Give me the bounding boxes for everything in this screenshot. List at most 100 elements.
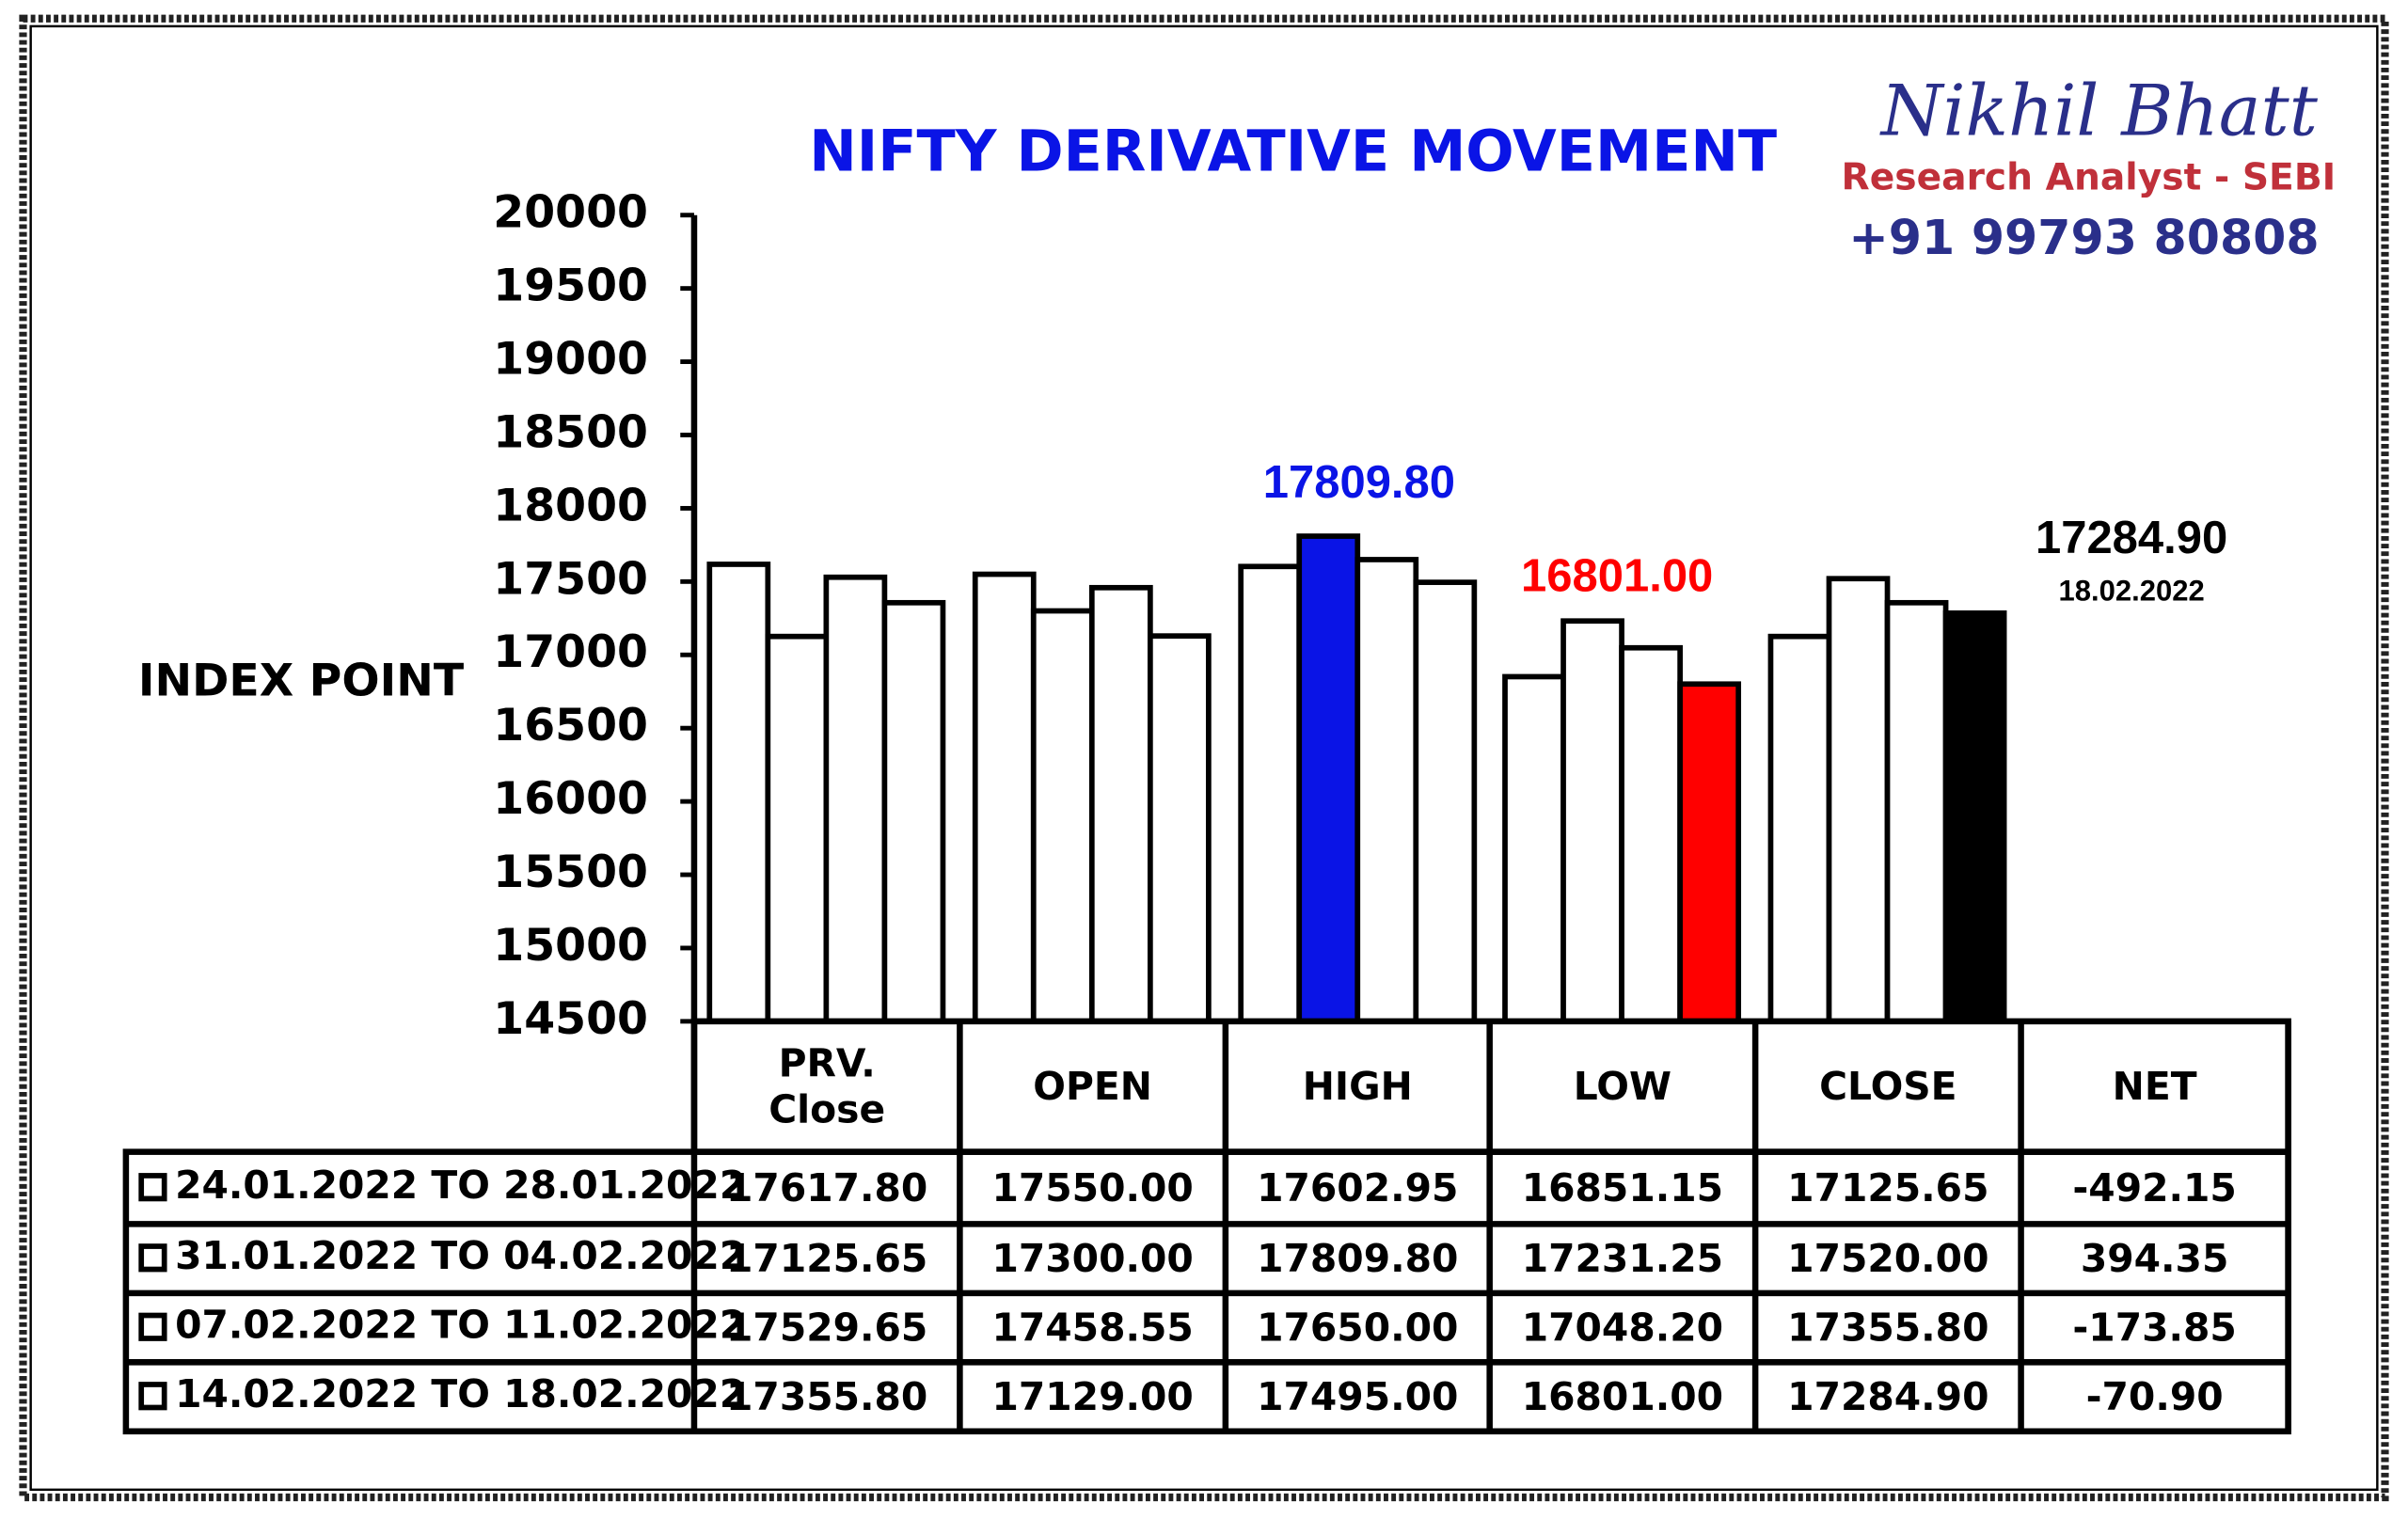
table-value-box: 17355.80 <box>1787 1305 1989 1350</box>
legend-marker <box>138 1243 167 1273</box>
legend-marker <box>138 1173 167 1202</box>
bar <box>823 574 888 1024</box>
y-tick-label: 15500 <box>493 847 648 898</box>
table-value: 17650.00 <box>1257 1305 1459 1350</box>
bar <box>1767 633 1832 1024</box>
brand-phone: +91 99793 80808 <box>1848 210 2319 265</box>
bar <box>1296 533 1361 1024</box>
inner-border <box>29 24 2379 1492</box>
table-value: 17048.20 <box>1521 1305 1724 1350</box>
table-value: 17520.00 <box>1787 1235 1989 1280</box>
legend-label: 14.02.2022 TO 18.02.2022 <box>175 1371 746 1416</box>
table-value-box: 17809.80 <box>1257 1235 1459 1280</box>
table-value: 16801.00 <box>1521 1373 1724 1418</box>
bar <box>1826 576 1891 1024</box>
y-tick-label: 17500 <box>493 553 648 605</box>
x-tick-label-box: OPEN <box>1033 1063 1152 1109</box>
table-value-box: 17048.20 <box>1521 1305 1724 1350</box>
table-value-box: 16801.00 <box>1521 1373 1724 1418</box>
annotation: 16801.00 <box>1521 551 1713 602</box>
table-value: 17300.00 <box>991 1235 1194 1280</box>
table-value: -70.90 <box>2085 1373 2224 1418</box>
y-tick-label: 15000 <box>493 920 648 972</box>
table-value: 17129.00 <box>991 1373 1194 1418</box>
annotation: 17809.80 <box>1263 457 1455 508</box>
table-value: 17125.65 <box>726 1235 928 1280</box>
x-tick-label: LOW <box>1573 1063 1672 1109</box>
table-value-box: -492.15 <box>2072 1164 2237 1210</box>
y-tick-label: 16000 <box>493 773 648 825</box>
x-tick-label-box: NET <box>2112 1063 2197 1109</box>
outer-border <box>19 14 2389 1502</box>
table-value: 17809.80 <box>1257 1235 1459 1280</box>
brand-name: Nikhil Bhatt <box>1879 70 2319 152</box>
x-tick-label: PRV. Close <box>768 1040 886 1131</box>
legend-marker <box>138 1312 167 1341</box>
table-value-box: 17231.25 <box>1521 1235 1724 1280</box>
table-value: -492.15 <box>2072 1164 2237 1210</box>
legend-label: 07.02.2022 TO 11.02.2022 <box>175 1303 746 1348</box>
bar <box>1619 644 1683 1024</box>
table-value-box: 17125.65 <box>1787 1164 1989 1210</box>
brand-role: Research Analyst - SEBI <box>1842 157 2337 199</box>
bar <box>1238 563 1303 1024</box>
x-tick-label-box: LOW <box>1573 1063 1672 1109</box>
table-value: 17458.55 <box>991 1305 1194 1350</box>
bar <box>765 633 830 1024</box>
chart-title: NIFTY DERIVATIVE MOVEMENT <box>809 119 1777 185</box>
table-value-box: 17529.65 <box>726 1305 928 1350</box>
bar <box>1354 557 1419 1024</box>
table-value: 17617.80 <box>726 1164 928 1210</box>
bar <box>1030 608 1095 1024</box>
y-tick-label: 14500 <box>493 993 648 1045</box>
bar <box>706 562 771 1024</box>
table-value: 17529.65 <box>726 1305 928 1350</box>
table-value-box: 17458.55 <box>991 1305 1194 1350</box>
table-value-box: 17520.00 <box>1787 1235 1989 1280</box>
bar <box>1677 681 1742 1024</box>
table-value: 17355.80 <box>726 1373 928 1418</box>
y-axis-label: INDEX POINT <box>138 656 465 707</box>
x-tick-label: CLOSE <box>1819 1063 1957 1109</box>
y-tick-label: 20000 <box>493 187 648 239</box>
table-value-box: 17125.65 <box>726 1235 928 1280</box>
y-tick-label: 17000 <box>493 626 648 678</box>
table-value: -173.85 <box>2072 1305 2237 1350</box>
x-tick-label: OPEN <box>1033 1063 1152 1109</box>
y-tick-label: 18000 <box>493 480 648 531</box>
table-value: 394.35 <box>2080 1235 2229 1280</box>
table-value-box: 16851.15 <box>1521 1164 1724 1210</box>
bar <box>1502 673 1566 1024</box>
y-tick-label: 19000 <box>493 334 648 386</box>
table-value-box: 17602.95 <box>1257 1164 1459 1210</box>
table-value-box: 394.35 <box>2080 1235 2229 1280</box>
table-value: 17602.95 <box>1257 1164 1459 1210</box>
legend-marker <box>138 1382 167 1411</box>
bar <box>1884 599 1949 1024</box>
table-value: 17355.80 <box>1787 1305 1989 1350</box>
bar <box>972 571 1037 1024</box>
x-tick-label: NET <box>2112 1063 2197 1109</box>
table-value: 17495.00 <box>1257 1373 1459 1418</box>
table-value: 16851.15 <box>1521 1164 1724 1210</box>
bar <box>1088 584 1153 1024</box>
table-value-box: 17300.00 <box>991 1235 1194 1280</box>
legend-label: 24.01.2022 TO 28.01.2022 <box>175 1163 746 1208</box>
bar <box>1148 633 1212 1024</box>
legend-label: 31.01.2022 TO 04.02.2022 <box>175 1233 746 1278</box>
bar <box>1560 618 1624 1024</box>
x-tick-label-box: CLOSE <box>1819 1063 1957 1109</box>
table-value-box: 17284.90 <box>1787 1374 1988 1418</box>
table-value-box: -70.90 <box>2085 1373 2224 1418</box>
bar <box>1413 579 1478 1024</box>
bar <box>881 599 946 1024</box>
x-tick-label-box: PRV. Close <box>768 1040 886 1131</box>
x-tick-label: HIGH <box>1302 1063 1413 1109</box>
table-value: 17125.65 <box>1787 1164 1989 1210</box>
table-value: 17231.25 <box>1521 1235 1724 1280</box>
table-value: 17550.00 <box>991 1164 1194 1210</box>
y-tick-label: 16500 <box>493 700 648 752</box>
table-value-box: -173.85 <box>2072 1305 2237 1350</box>
y-tick-label: 19500 <box>493 261 648 312</box>
